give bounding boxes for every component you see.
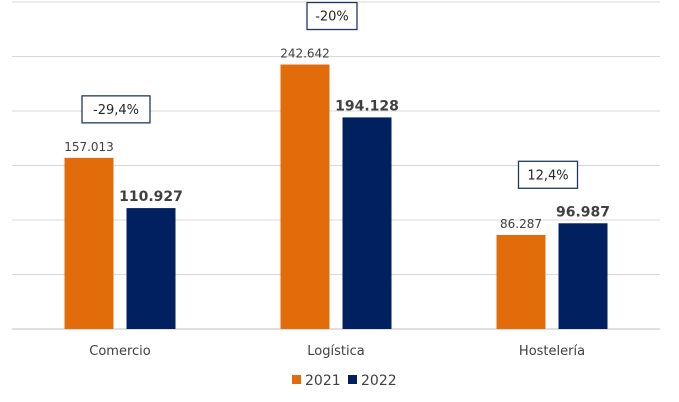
category-label: Logística — [307, 344, 364, 359]
change-annotation-box — [306, 1, 358, 31]
data-label: 86.287 — [500, 217, 542, 231]
change-annotation-box — [81, 95, 151, 124]
bar-2021-hostelería — [496, 234, 546, 329]
bar-2022-comercio — [126, 208, 176, 329]
change-annotation-box — [517, 160, 579, 189]
data-label: 96.987 — [556, 204, 610, 220]
bar-2022-hostelería — [558, 223, 608, 329]
data-label: 194.128 — [335, 98, 399, 114]
data-label: 242.642 — [280, 47, 330, 61]
legend-swatch-2022 — [348, 375, 357, 384]
change-annotation: -29,4% — [93, 103, 139, 118]
category-label: Comercio — [89, 344, 151, 359]
legend-label: 2021 — [305, 373, 341, 389]
change-annotation: -20% — [315, 10, 349, 25]
data-label: 110.927 — [119, 189, 183, 205]
legend-label: 2022 — [361, 373, 397, 389]
bar-2021-comercio — [64, 157, 114, 329]
bar-2022-logística — [342, 117, 392, 329]
data-label: 157.013 — [64, 140, 114, 154]
bar-2021-logística — [280, 64, 330, 330]
legend-swatch-2021 — [292, 375, 301, 384]
category-label: Hostelería — [519, 344, 585, 359]
change-annotation: 12,4% — [527, 168, 568, 183]
